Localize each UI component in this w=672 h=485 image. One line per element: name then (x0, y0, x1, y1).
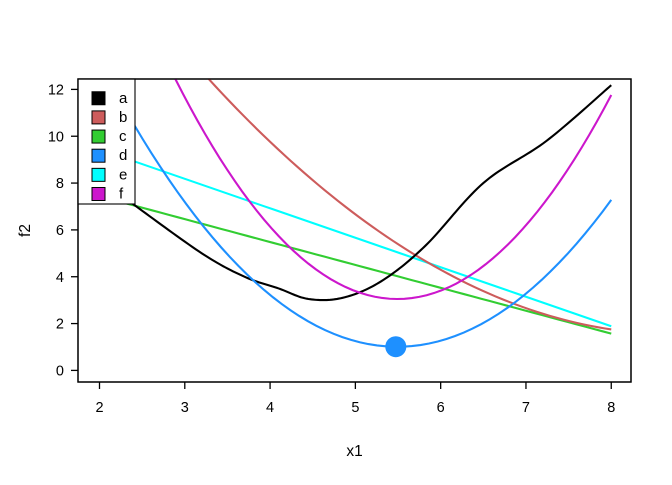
svg-text:e: e (119, 166, 127, 183)
svg-text:6: 6 (437, 400, 445, 416)
svg-text:b: b (119, 109, 127, 126)
svg-text:4: 4 (56, 270, 64, 286)
svg-text:4: 4 (266, 400, 274, 416)
svg-text:3: 3 (181, 400, 189, 416)
svg-text:6: 6 (56, 223, 64, 239)
svg-text:c: c (119, 128, 127, 145)
svg-text:f2: f2 (17, 224, 34, 237)
svg-text:7: 7 (522, 400, 530, 416)
svg-text:2: 2 (95, 400, 103, 416)
svg-text:a: a (119, 90, 128, 107)
svg-text:0: 0 (56, 364, 64, 380)
svg-text:5: 5 (351, 400, 359, 416)
svg-text:d: d (119, 147, 127, 164)
svg-text:8: 8 (607, 400, 615, 416)
svg-text:12: 12 (48, 83, 64, 99)
svg-text:x1: x1 (346, 443, 362, 460)
svg-text:8: 8 (56, 176, 64, 192)
svg-text:2: 2 (56, 317, 64, 333)
svg-text:10: 10 (48, 129, 64, 145)
